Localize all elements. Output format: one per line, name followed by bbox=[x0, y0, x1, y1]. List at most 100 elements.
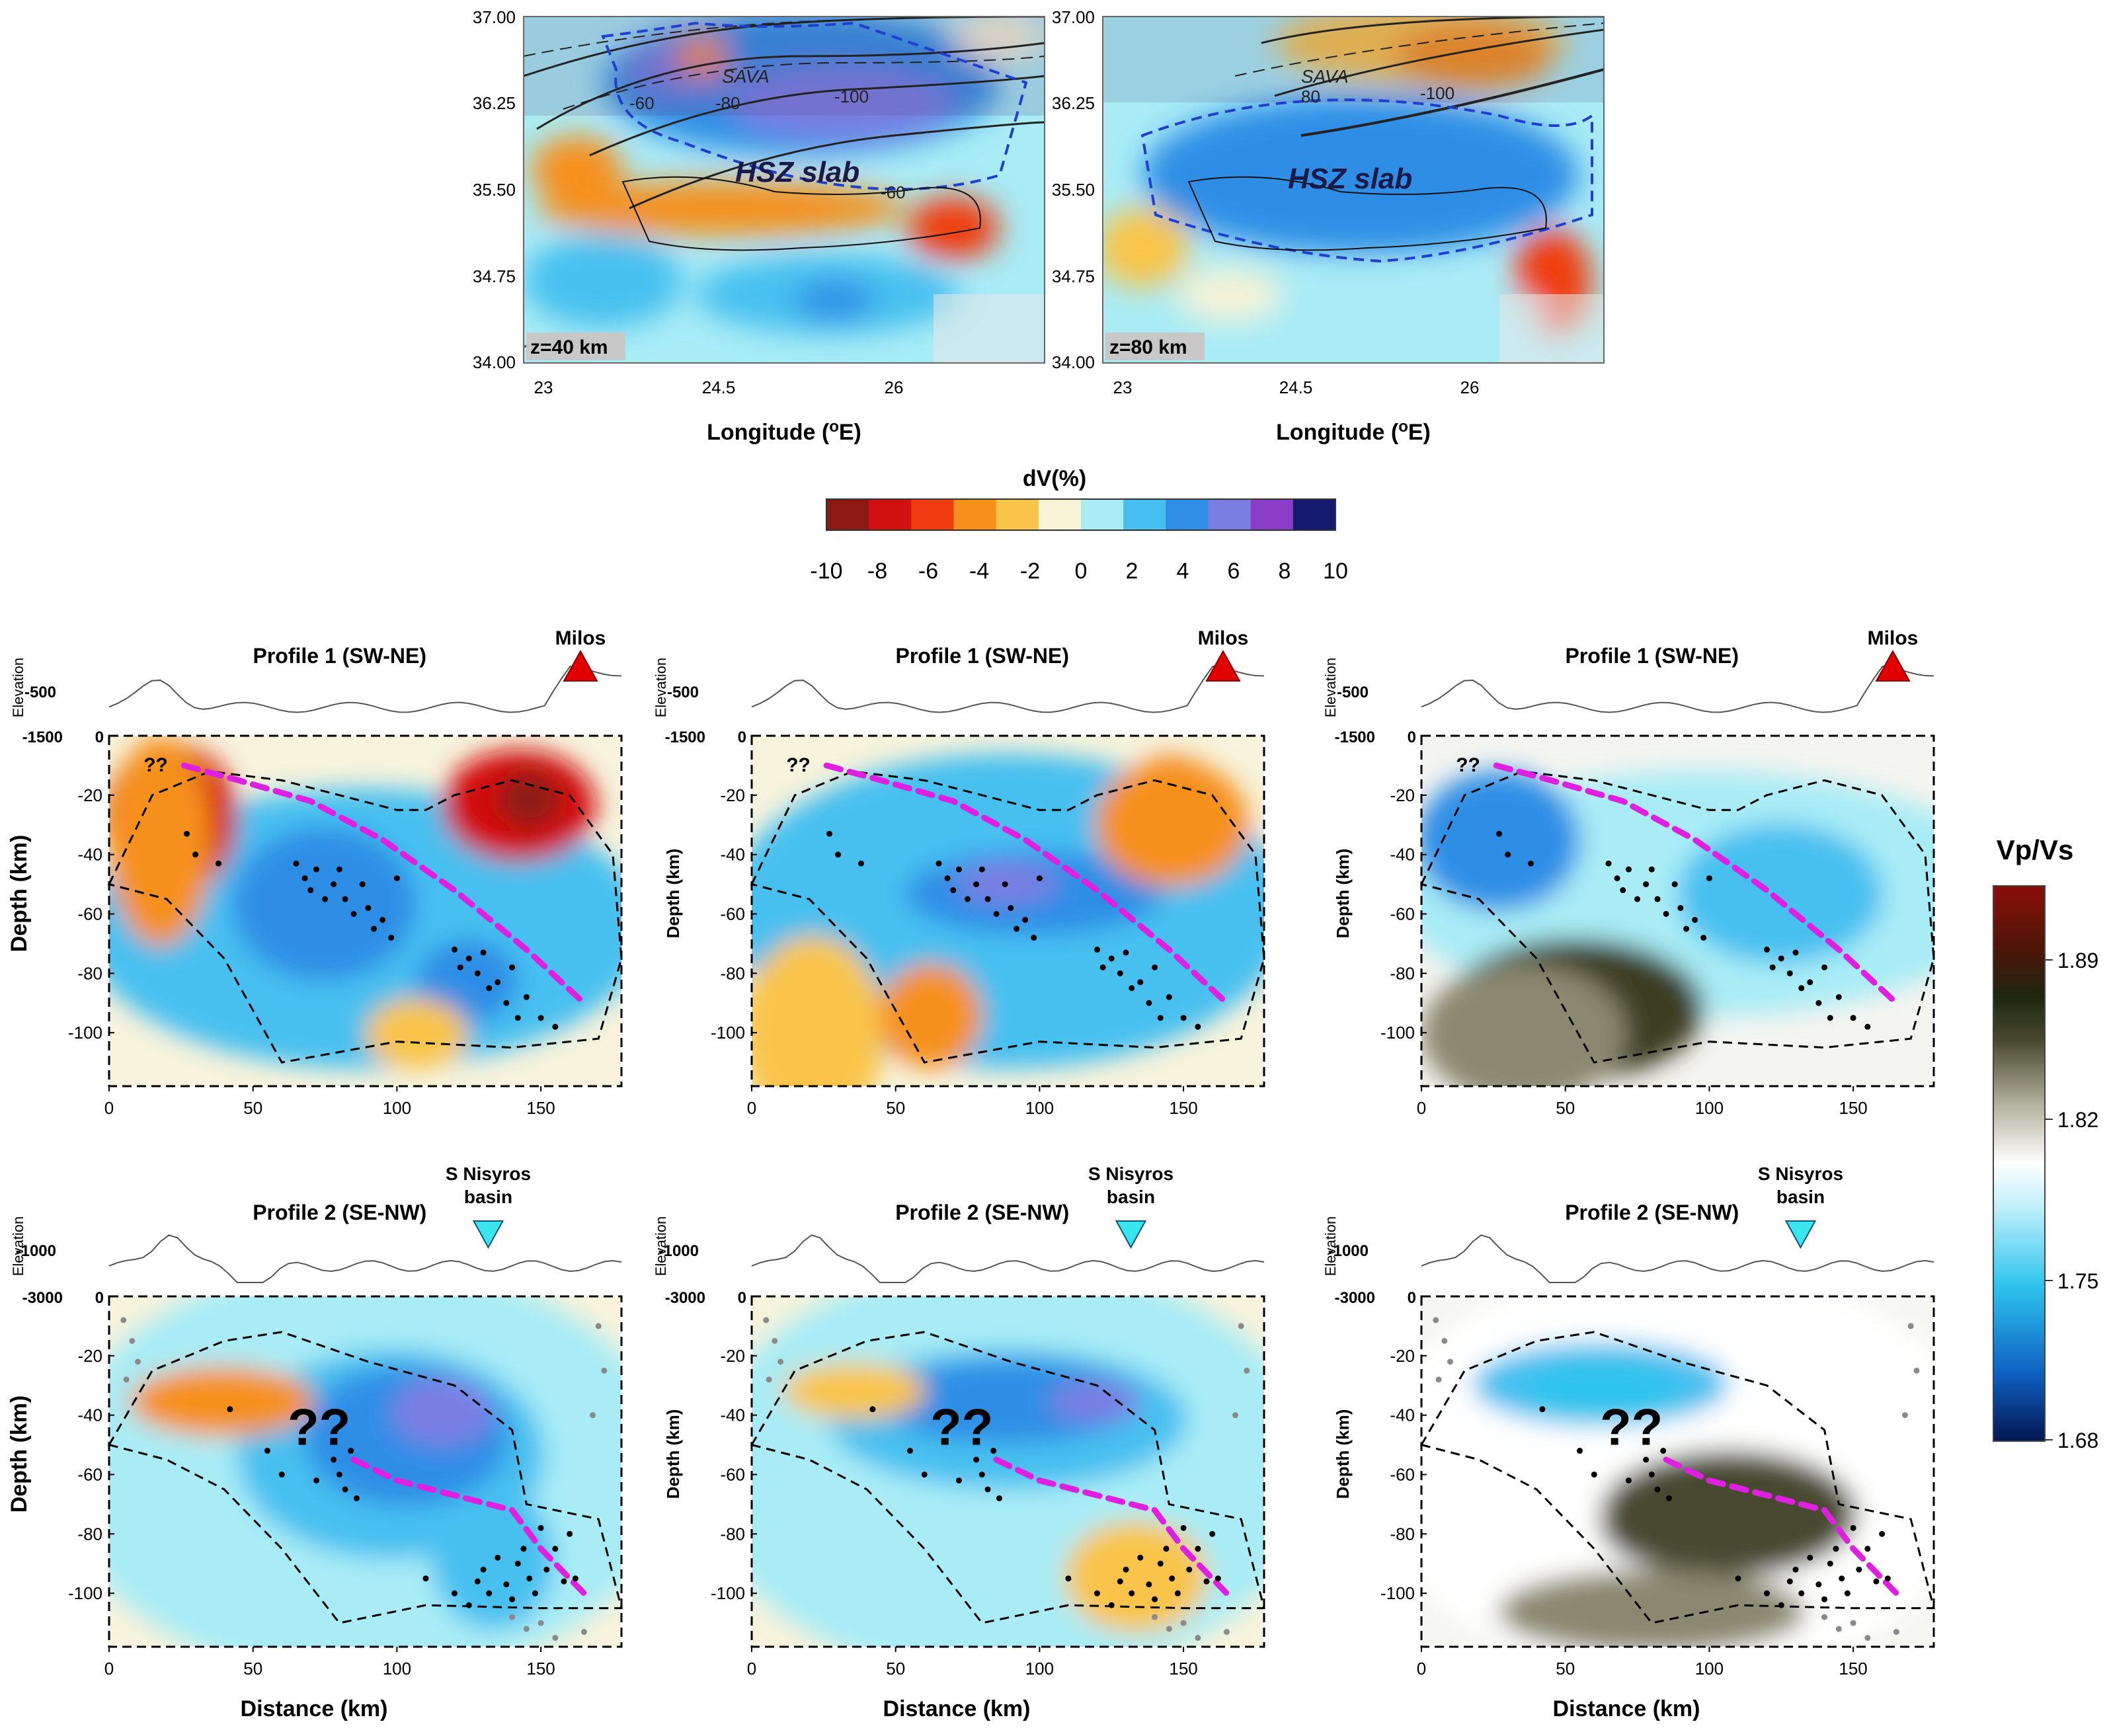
earthquake-point bbox=[984, 1486, 991, 1493]
earthquake-point bbox=[313, 1477, 319, 1483]
earthquake-point bbox=[1778, 1602, 1784, 1608]
earthquake-point bbox=[264, 1448, 270, 1454]
profile-title: Profile 2 (SE-NW) bbox=[895, 1201, 1069, 1224]
earthquake-point bbox=[422, 1575, 429, 1582]
earthquake-point-offsection bbox=[1238, 1323, 1244, 1329]
distance-axis-label: Distance (km) bbox=[883, 1696, 1031, 1721]
marker-label: basin bbox=[464, 1187, 512, 1207]
dv-colorbar-swatch bbox=[953, 499, 997, 530]
dv-tick-label: -8 bbox=[867, 559, 887, 584]
surface-zero-label: 0 bbox=[95, 729, 104, 746]
depth-axis-label: Depth (km) bbox=[1333, 849, 1353, 939]
earthquake-point bbox=[1625, 866, 1632, 873]
earthquake-point bbox=[1002, 881, 1008, 888]
marker-label: Milos bbox=[1868, 627, 1919, 649]
distance-tick-label: 100 bbox=[1695, 1659, 1724, 1678]
earthquake-point-offsection bbox=[1907, 1323, 1914, 1329]
distance-tick-label: 50 bbox=[1556, 1098, 1575, 1118]
unknown-label: ?? bbox=[288, 1398, 350, 1456]
depth-axis-label: Depth (km) bbox=[7, 835, 32, 953]
earthquake-point-offsection bbox=[777, 1359, 784, 1365]
earthquake-point bbox=[1879, 1530, 1886, 1537]
unknown-label: ?? bbox=[143, 754, 168, 776]
earthquake-point bbox=[1123, 949, 1129, 956]
dv-tick-label: 0 bbox=[1075, 559, 1088, 584]
earthquake-point bbox=[1022, 916, 1029, 923]
earthquake-point bbox=[1677, 905, 1684, 912]
profile-title: Profile 1 (SW-NE) bbox=[896, 644, 1069, 668]
distance-axis-label: Distance (km) bbox=[1553, 1696, 1700, 1721]
earthquake-point-offsection bbox=[1447, 1359, 1454, 1365]
dv-colorbar-swatch bbox=[1166, 499, 1209, 530]
depth-tick-label: -40 bbox=[720, 845, 745, 865]
earthquake-point bbox=[1180, 1524, 1187, 1531]
vpvs-tick-label: 1.89 bbox=[2057, 949, 2098, 972]
earthquake-point bbox=[1763, 946, 1770, 953]
distance-tick-label: 50 bbox=[886, 1659, 905, 1678]
earthquake-point bbox=[514, 1560, 521, 1567]
dv-tick-label: -4 bbox=[969, 559, 989, 584]
marker-label: S Nisyros bbox=[1758, 1164, 1843, 1184]
earthquake-point bbox=[503, 1581, 510, 1588]
velocity-anomaly bbox=[752, 935, 885, 1086]
earthquake-point bbox=[1169, 1575, 1175, 1582]
earthquake-point bbox=[1786, 970, 1793, 976]
earthquake-point bbox=[906, 1448, 913, 1454]
dv-colorbar-swatch bbox=[1081, 499, 1124, 530]
earthquake-point bbox=[996, 1495, 1002, 1501]
elevation-tick-label: -500 bbox=[1337, 684, 1369, 701]
earthquake-point bbox=[1735, 1575, 1741, 1582]
distance-tick-label: 50 bbox=[243, 1098, 262, 1118]
earthquake-point bbox=[1591, 1471, 1597, 1478]
elevation-tick-label: -1000 bbox=[16, 1242, 56, 1260]
earthquake-point bbox=[1798, 985, 1805, 992]
y-tick-label: 34.00 bbox=[1052, 352, 1095, 372]
earthquake-point bbox=[1505, 851, 1511, 858]
earthquake-point bbox=[1031, 934, 1037, 941]
earthquake-point bbox=[955, 866, 962, 873]
depth-tick-label: -20 bbox=[720, 785, 745, 805]
depth-axis-label: Depth (km) bbox=[7, 1396, 32, 1513]
earthquake-point bbox=[1778, 955, 1784, 962]
marker-label: basin bbox=[1107, 1187, 1155, 1207]
earthquake-point bbox=[921, 1471, 928, 1478]
depth-tick-label: -20 bbox=[1390, 1346, 1415, 1366]
earthquake-point bbox=[1769, 964, 1776, 970]
earthquake-point bbox=[1527, 860, 1534, 867]
earthquake-point bbox=[495, 1554, 501, 1561]
earthquake-point bbox=[342, 896, 348, 902]
earthquake-point-offsection bbox=[129, 1337, 136, 1344]
topography-line bbox=[1421, 1234, 1934, 1283]
elevation-axis-label: Elevation bbox=[1322, 658, 1339, 718]
velocity-anomaly bbox=[109, 736, 212, 946]
resolution-outline bbox=[107, 770, 623, 1064]
distance-tick-label: 100 bbox=[1025, 1659, 1054, 1678]
marker-label: Milos bbox=[555, 627, 606, 649]
earthquake-point bbox=[1844, 1590, 1850, 1597]
velocity-anomaly bbox=[432, 1489, 555, 1630]
earthquake-point bbox=[537, 1015, 544, 1021]
earthquake-point-offsection bbox=[135, 1359, 141, 1365]
elevation-axis-label: Elevation bbox=[10, 1216, 26, 1277]
topography-line bbox=[108, 665, 622, 713]
dv-colorbar-swatch bbox=[1250, 499, 1294, 530]
earthquake-point bbox=[1807, 1554, 1813, 1561]
earthquake-point bbox=[1195, 1546, 1201, 1552]
dv-colorbar-swatch bbox=[1038, 499, 1082, 530]
earthquake-point bbox=[835, 851, 842, 858]
earthquake-point bbox=[1209, 1530, 1216, 1537]
earthquake-point bbox=[1117, 1578, 1123, 1585]
distance-tick-label: 0 bbox=[1417, 1098, 1426, 1118]
earthquake-point bbox=[1195, 1023, 1201, 1030]
velocity-anomaly bbox=[1049, 1380, 1141, 1423]
earthquake-point bbox=[1065, 1575, 1072, 1582]
topography-line bbox=[751, 665, 1265, 713]
unknown-label: ?? bbox=[930, 1398, 993, 1456]
distance-tick-label: 0 bbox=[104, 1659, 114, 1678]
earthquake-point bbox=[1625, 1477, 1632, 1483]
velocity-anomaly bbox=[498, 771, 560, 827]
velocity-anomaly bbox=[1677, 823, 1883, 964]
earthquake-point bbox=[1094, 946, 1100, 953]
depth-tick-label: -80 bbox=[720, 1524, 745, 1544]
section-frame bbox=[1420, 734, 1935, 1087]
